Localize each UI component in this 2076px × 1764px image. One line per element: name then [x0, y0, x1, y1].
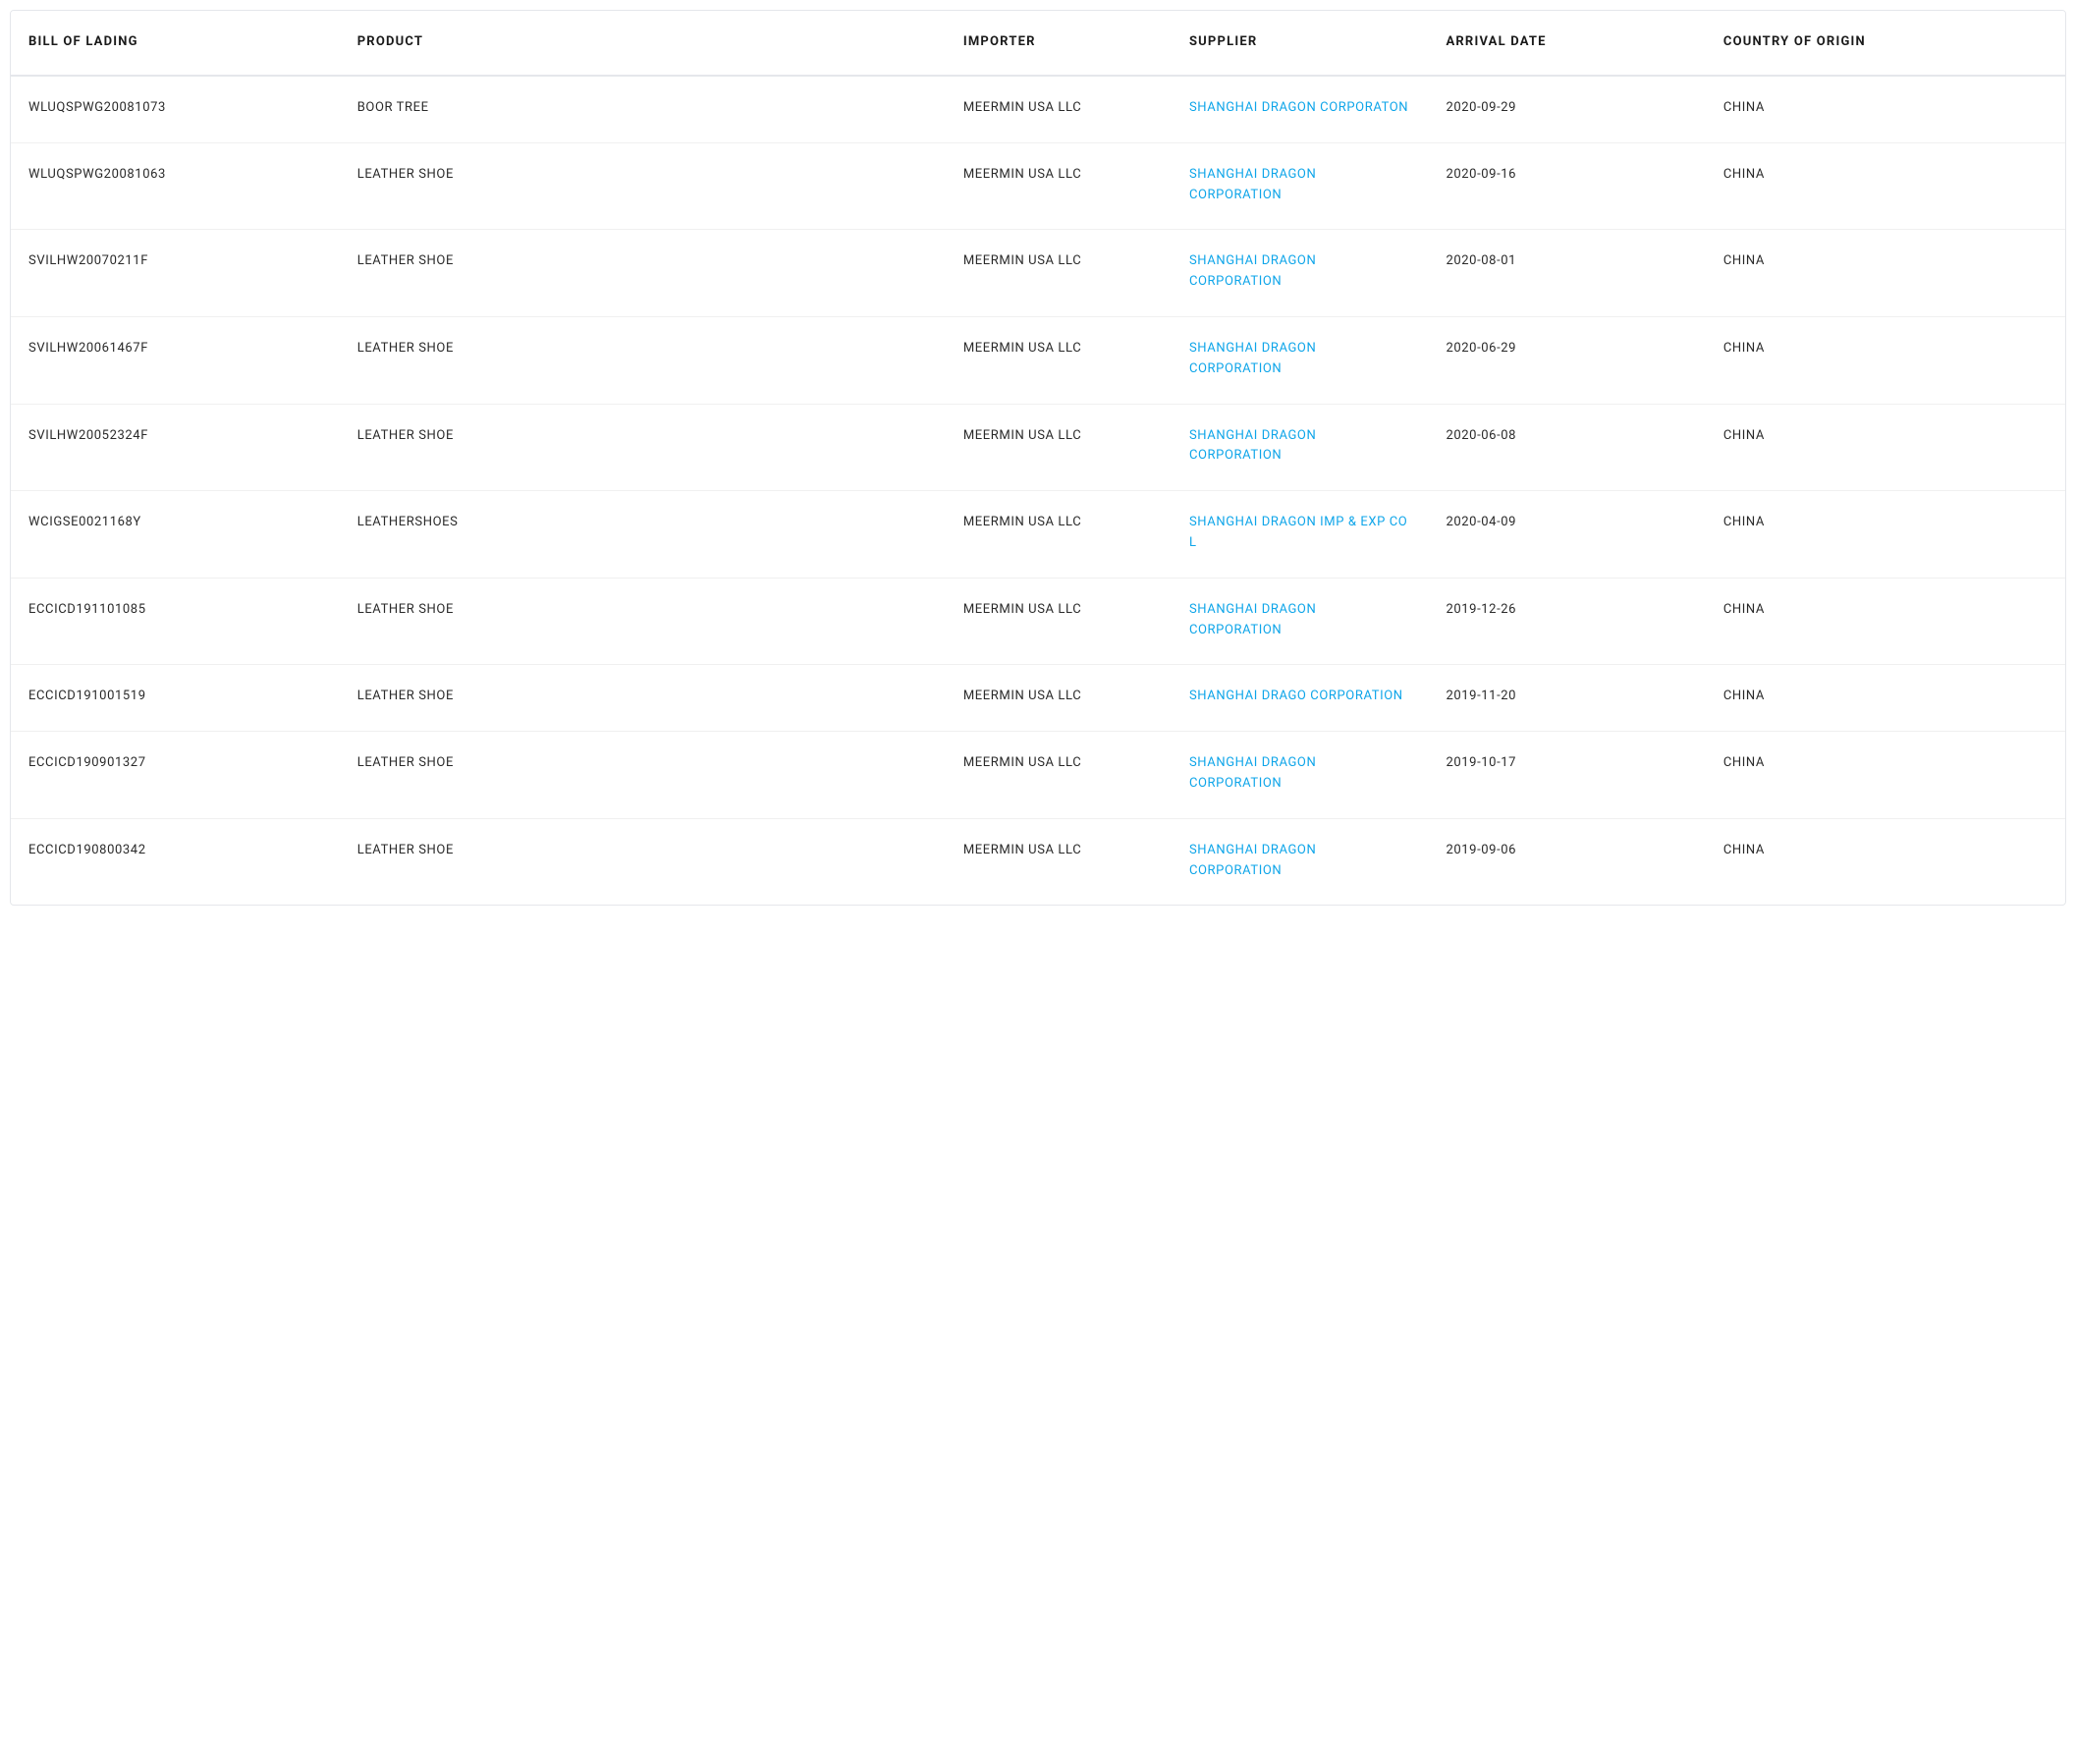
cell-bol: SVILHW20070211F [11, 230, 340, 317]
cell-arrival: 2019-09-06 [1428, 818, 1705, 905]
cell-supplier[interactable]: SHANGHAI DRAGON CORPORATION [1172, 316, 1429, 404]
cell-arrival: 2019-11-20 [1428, 665, 1705, 732]
cell-country: CHINA [1706, 142, 2065, 230]
cell-country: CHINA [1706, 404, 2065, 491]
table-body: WLUQSPWG20081073BOOR TREEMEERMIN USA LLC… [11, 76, 2065, 905]
cell-country: CHINA [1706, 316, 2065, 404]
cell-arrival: 2020-06-08 [1428, 404, 1705, 491]
cell-supplier[interactable]: SHANGHAI DRAGON CORPORATION [1172, 230, 1429, 317]
cell-supplier[interactable]: SHANGHAI DRAGON CORPORATION [1172, 578, 1429, 665]
cell-bol: WCIGSE0021168Y [11, 491, 340, 579]
cell-supplier[interactable]: SHANGHAI DRAGON IMP & EXP CO L [1172, 491, 1429, 579]
cell-product: BOOR TREE [340, 76, 946, 142]
cell-country: CHINA [1706, 732, 2065, 819]
cell-importer: MEERMIN USA LLC [946, 76, 1172, 142]
cell-supplier[interactable]: SHANGHAI DRAGON CORPORATION [1172, 142, 1429, 230]
shipments-table-container: BILL OF LADINGPRODUCTIMPORTERSUPPLIERARR… [10, 10, 2066, 906]
column-header-supplier: SUPPLIER [1172, 11, 1429, 76]
cell-country: CHINA [1706, 491, 2065, 579]
cell-importer: MEERMIN USA LLC [946, 316, 1172, 404]
cell-bol: ECCICD191001519 [11, 665, 340, 732]
cell-country: CHINA [1706, 578, 2065, 665]
table-row: ECCICD190901327LEATHER SHOEMEERMIN USA L… [11, 732, 2065, 819]
cell-importer: MEERMIN USA LLC [946, 491, 1172, 579]
table-row: ECCICD191001519LEATHER SHOEMEERMIN USA L… [11, 665, 2065, 732]
cell-bol: WLUQSPWG20081073 [11, 76, 340, 142]
cell-country: CHINA [1706, 818, 2065, 905]
table-row: WLUQSPWG20081063LEATHER SHOEMEERMIN USA … [11, 142, 2065, 230]
cell-product: LEATHER SHOE [340, 142, 946, 230]
cell-product: LEATHER SHOE [340, 732, 946, 819]
cell-supplier[interactable]: SHANGHAI DRAGO CORPORATION [1172, 665, 1429, 732]
cell-supplier[interactable]: SHANGHAI DRAGON CORPORATION [1172, 818, 1429, 905]
cell-bol: SVILHW20052324F [11, 404, 340, 491]
table-row: SVILHW20052324FLEATHER SHOEMEERMIN USA L… [11, 404, 2065, 491]
cell-product: LEATHERSHOES [340, 491, 946, 579]
column-header-arrival: ARRIVAL DATE [1428, 11, 1705, 76]
cell-product: LEATHER SHOE [340, 230, 946, 317]
cell-product: LEATHER SHOE [340, 818, 946, 905]
cell-product: LEATHER SHOE [340, 404, 946, 491]
cell-product: LEATHER SHOE [340, 665, 946, 732]
cell-supplier[interactable]: SHANGHAI DRAGON CORPORATION [1172, 732, 1429, 819]
cell-supplier[interactable]: SHANGHAI DRAGON CORPORATION [1172, 404, 1429, 491]
shipments-table: BILL OF LADINGPRODUCTIMPORTERSUPPLIERARR… [11, 11, 2065, 905]
cell-importer: MEERMIN USA LLC [946, 665, 1172, 732]
column-header-importer: IMPORTER [946, 11, 1172, 76]
cell-arrival: 2020-06-29 [1428, 316, 1705, 404]
cell-arrival: 2020-04-09 [1428, 491, 1705, 579]
cell-bol: WLUQSPWG20081063 [11, 142, 340, 230]
cell-bol: ECCICD191101085 [11, 578, 340, 665]
table-row: WLUQSPWG20081073BOOR TREEMEERMIN USA LLC… [11, 76, 2065, 142]
cell-importer: MEERMIN USA LLC [946, 230, 1172, 317]
cell-bol: ECCICD190800342 [11, 818, 340, 905]
cell-country: CHINA [1706, 230, 2065, 317]
table-row: ECCICD190800342LEATHER SHOEMEERMIN USA L… [11, 818, 2065, 905]
cell-arrival: 2020-09-29 [1428, 76, 1705, 142]
column-header-country: COUNTRY OF ORIGIN [1706, 11, 2065, 76]
table-row: SVILHW20061467FLEATHER SHOEMEERMIN USA L… [11, 316, 2065, 404]
cell-importer: MEERMIN USA LLC [946, 818, 1172, 905]
cell-product: LEATHER SHOE [340, 316, 946, 404]
cell-supplier[interactable]: SHANGHAI DRAGON CORPORATON [1172, 76, 1429, 142]
cell-bol: SVILHW20061467F [11, 316, 340, 404]
cell-arrival: 2019-10-17 [1428, 732, 1705, 819]
cell-country: CHINA [1706, 76, 2065, 142]
cell-importer: MEERMIN USA LLC [946, 404, 1172, 491]
cell-importer: MEERMIN USA LLC [946, 732, 1172, 819]
column-header-bol: BILL OF LADING [11, 11, 340, 76]
cell-bol: ECCICD190901327 [11, 732, 340, 819]
cell-country: CHINA [1706, 665, 2065, 732]
table-row: SVILHW20070211FLEATHER SHOEMEERMIN USA L… [11, 230, 2065, 317]
cell-product: LEATHER SHOE [340, 578, 946, 665]
column-header-product: PRODUCT [340, 11, 946, 76]
cell-importer: MEERMIN USA LLC [946, 578, 1172, 665]
cell-arrival: 2019-12-26 [1428, 578, 1705, 665]
table-header-row: BILL OF LADINGPRODUCTIMPORTERSUPPLIERARR… [11, 11, 2065, 76]
cell-arrival: 2020-08-01 [1428, 230, 1705, 317]
table-row: WCIGSE0021168YLEATHERSHOESMEERMIN USA LL… [11, 491, 2065, 579]
table-row: ECCICD191101085LEATHER SHOEMEERMIN USA L… [11, 578, 2065, 665]
cell-arrival: 2020-09-16 [1428, 142, 1705, 230]
table-header: BILL OF LADINGPRODUCTIMPORTERSUPPLIERARR… [11, 11, 2065, 76]
cell-importer: MEERMIN USA LLC [946, 142, 1172, 230]
